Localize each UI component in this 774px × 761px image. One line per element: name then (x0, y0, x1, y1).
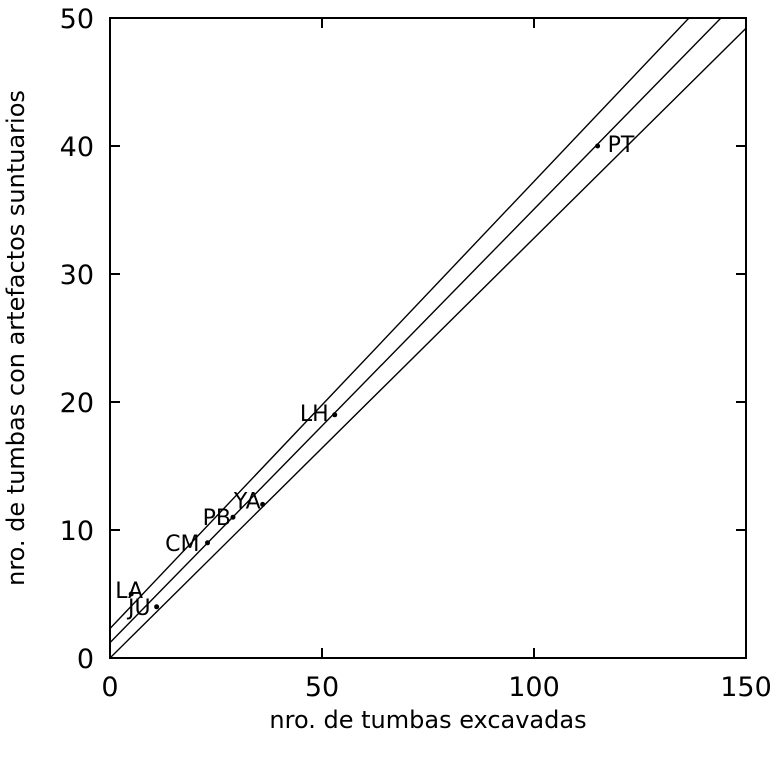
regression-line-2 (110, 18, 722, 644)
regression-line-3 (110, 27, 746, 658)
plot-frame (109, 17, 747, 659)
data-point-cm: CM (165, 532, 211, 557)
point-label: JU (126, 596, 151, 621)
y-tick-label: 50 (60, 4, 94, 35)
data-point-pb: PB (203, 506, 236, 531)
y-tick-label: 0 (77, 644, 94, 675)
x-tick-label: 50 (305, 672, 339, 703)
point-marker (154, 604, 160, 610)
point-marker (260, 501, 266, 507)
point-label: PT (608, 133, 635, 158)
y-tick-label: 20 (60, 388, 94, 419)
point-marker (128, 591, 134, 597)
x-axis-ticks: 0 50 100 150 (101, 18, 772, 703)
x-tick-label: 150 (720, 672, 772, 703)
regression-line-1 (110, 18, 690, 630)
data-point-la: LA (115, 579, 143, 604)
y-axis-ticks: 0 10 20 30 40 50 (60, 4, 746, 675)
point-label: LA (115, 579, 143, 604)
y-axis-label: nro. de tumbas con artefactos suntuarios (2, 90, 30, 586)
y-tick-label: 40 (60, 132, 94, 163)
point-label: CM (165, 532, 199, 557)
point-marker (205, 540, 211, 546)
x-axis-label: nro. de tumbas excavadas (269, 706, 586, 734)
data-point-pt: PT (595, 133, 635, 158)
point-marker (595, 143, 601, 149)
regression-lines (110, 18, 746, 658)
data-point-lh: LH (300, 402, 338, 427)
x-tick-label: 0 (101, 672, 118, 703)
data-point-ju: JU (126, 596, 160, 621)
point-marker (332, 412, 338, 418)
x-tick-label: 100 (508, 672, 560, 703)
point-label: PB (203, 506, 231, 531)
point-label: YA (233, 489, 261, 514)
y-tick-label: 10 (60, 516, 94, 547)
y-tick-label: 30 (60, 260, 94, 291)
point-marker (230, 514, 236, 520)
point-label: LH (300, 402, 329, 427)
data-point-ya: YA (233, 489, 266, 514)
